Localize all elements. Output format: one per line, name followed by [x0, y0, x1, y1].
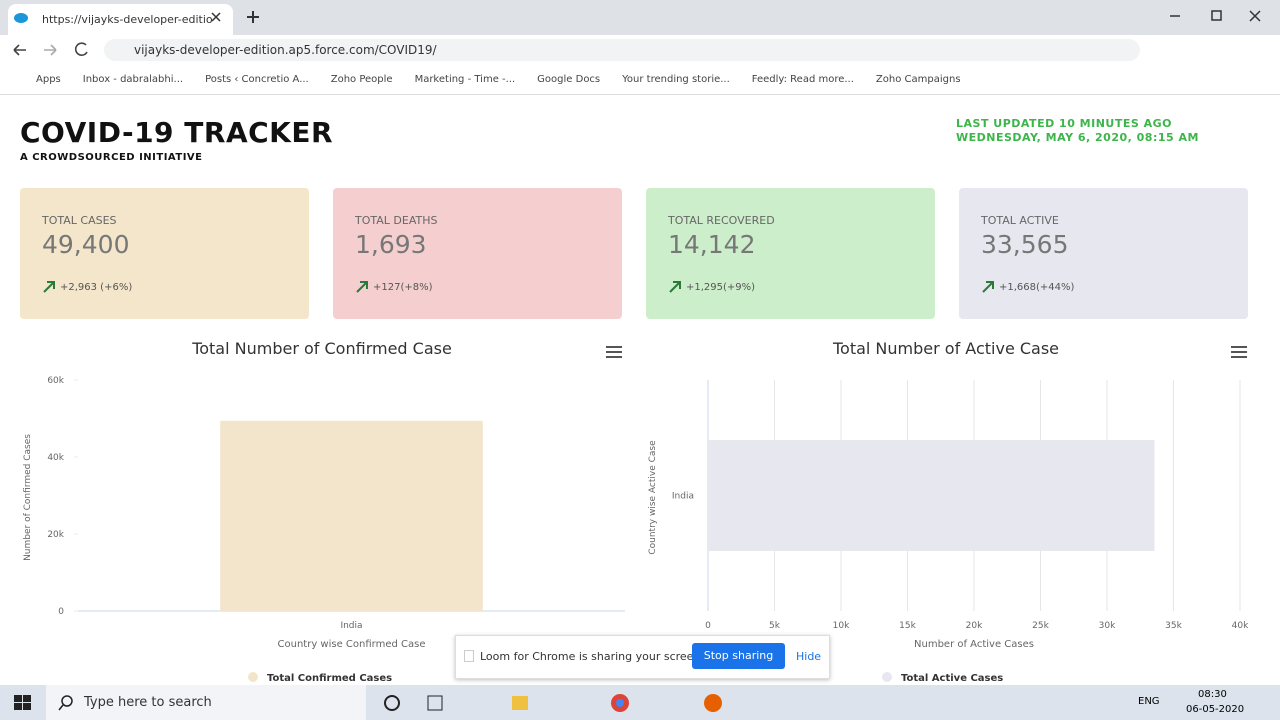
card-label: TOTAL RECOVERED — [668, 214, 775, 227]
bar — [708, 440, 1155, 551]
x-axis-title: Number of Active Cases — [914, 639, 1034, 650]
x-tick-label: 0 — [705, 621, 711, 631]
x-tick-label: 25k — [1032, 621, 1049, 631]
card-change: +1,668(+44%) — [999, 282, 1075, 293]
card-label: TOTAL ACTIVE — [981, 214, 1059, 227]
card-label: TOTAL CASES — [42, 214, 117, 227]
bookmark[interactable]: Marketing - Time -... — [414, 74, 516, 85]
card-value: 14,142 — [668, 230, 756, 259]
x-tick-label: 30k — [1099, 621, 1116, 631]
trend-arrow — [43, 281, 55, 293]
y-axis-title: Number of Confirmed Cases — [23, 434, 33, 561]
card-label: TOTAL DEATHS — [355, 214, 438, 227]
start-button[interactable] — [14, 695, 32, 711]
hide-button[interactable]: Hide — [796, 650, 822, 663]
x-tick-label: 15k — [899, 621, 916, 631]
bookmarks-bar: Apps Inbox - dabralabhi... Posts ‹ Concret… — [0, 65, 1280, 95]
nav-buttons[interactable] — [12, 42, 92, 58]
y-tick-label: 0 — [58, 607, 64, 617]
bookmark[interactable]: Apps — [36, 74, 61, 85]
legend-swatch[interactable] — [882, 672, 892, 682]
bookmark[interactable]: Inbox - dabralabhi... — [82, 74, 184, 85]
new-tab[interactable] — [246, 10, 260, 24]
arrow-path — [982, 281, 994, 293]
y-tick-label: 60k — [47, 376, 64, 386]
legend-label[interactable]: Total Confirmed Cases — [267, 673, 392, 684]
x-tick-label: 40k — [1232, 621, 1249, 631]
card-value: 49,400 — [42, 230, 130, 259]
page-title: COVID-19 TRACKER — [20, 116, 334, 149]
taskbar-apps[interactable] — [380, 693, 730, 713]
chart-title: Total Number of Active Case — [832, 339, 1059, 358]
legend-swatch[interactable] — [248, 672, 258, 682]
charts: Total Number of Confirmed Case 0 20k 40k 60k… — [23, 339, 1249, 684]
last-updated: LAST UPDATED 10 MINUTES AGO — [956, 117, 1173, 130]
stat-card: TOTAL DEATHS 1,693 +127(+8%) — [333, 188, 622, 319]
stop-sharing-button[interactable]: Stop sharing — [692, 643, 785, 669]
loom-message: Loom for Chrome is sharing your screen. — [480, 650, 704, 663]
x-tick-label: 10k — [833, 621, 850, 631]
card-change: +127(+8%) — [373, 282, 433, 293]
search-box[interactable]: Type here to search — [46, 685, 366, 720]
tab[interactable]: https://vijayks-developer-editio — [8, 4, 233, 35]
x-axis-title: Country wise Confirmed Case — [278, 639, 426, 650]
x-tick-label: India — [340, 621, 362, 631]
menu-icon[interactable] — [1231, 346, 1247, 358]
legend-label[interactable]: Total Active Cases — [901, 673, 1003, 684]
arrow-path — [356, 281, 368, 293]
address-bar[interactable]: vijayks-developer-edition.ap5.force.com/… — [104, 39, 1140, 61]
bookmark[interactable]: Feedly: Read more... — [751, 74, 854, 85]
trend-arrow — [356, 281, 368, 293]
favicon — [14, 13, 28, 23]
updated-date: WEDNESDAY, MAY 6, 2020, 08:15 AM — [956, 131, 1199, 144]
tab-close[interactable] — [210, 11, 222, 23]
chart-title: Total Number of Confirmed Case — [191, 339, 452, 358]
window-controls[interactable] — [1165, 8, 1265, 24]
bookmark[interactable]: Google Docs — [537, 74, 601, 85]
y-tick-label: 20k — [47, 530, 64, 540]
bookmark[interactable]: Zoho People — [330, 74, 393, 85]
stat-card: TOTAL ACTIVE 33,565 +1,668(+44%) — [959, 188, 1248, 319]
trend-arrow — [982, 281, 994, 293]
search-placeholder: Type here to search — [84, 695, 212, 710]
y-tick-label: India — [672, 492, 694, 502]
trend-arrow — [669, 281, 681, 293]
x-tick-label: 20k — [966, 621, 983, 631]
y-tick-label: 40k — [47, 453, 64, 463]
bar — [220, 420, 483, 611]
language[interactable]: ENG — [1138, 696, 1160, 707]
bookmark[interactable]: Your trending storie... — [622, 74, 730, 85]
loom-notice: Loom for Chrome is sharing your screen. … — [455, 635, 830, 679]
card-change: +2,963 (+6%) — [60, 282, 133, 293]
arrow-path — [669, 281, 681, 293]
taskbar: Type here to search ENG 08:30 06-05-2020 — [0, 685, 1280, 720]
y-axis-title: Country wise Active Case — [648, 440, 658, 555]
x-tick-label: 5k — [769, 621, 781, 631]
clock-date: 06-05-2020 — [1186, 704, 1245, 715]
arrow-path — [43, 281, 55, 293]
clock-time: 08:30 — [1198, 689, 1227, 700]
tab-bar: https://vijayks-developer-editio — [0, 0, 1280, 35]
x-tick-label: 35k — [1165, 621, 1182, 631]
bookmark[interactable]: Zoho Campaigns — [875, 74, 961, 85]
card-change: +1,295(+9%) — [686, 282, 756, 293]
tab-title: https://vijayks-developer-editio — [42, 13, 213, 26]
search-icon — [58, 695, 73, 711]
bookmark[interactable]: Posts ‹ Concretio A... — [205, 74, 309, 85]
stat-card: TOTAL RECOVERED 14,142 +1,295(+9%) — [646, 188, 935, 319]
card-value: 1,693 — [355, 230, 427, 259]
stat-card: TOTAL CASES 49,400 +2,963 (+6%) — [20, 188, 309, 319]
menu-icon[interactable] — [606, 346, 622, 358]
card-value: 33,565 — [981, 230, 1069, 259]
icon — [464, 650, 474, 662]
page-subtitle: A CROWDSOURCED INITIATIVE — [20, 152, 203, 163]
url: vijayks-developer-edition.ap5.force.com/… — [134, 43, 437, 57]
